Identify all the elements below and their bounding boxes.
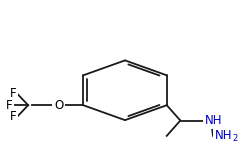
Text: F: F bbox=[10, 87, 16, 100]
Text: F: F bbox=[10, 110, 16, 123]
Text: NH: NH bbox=[215, 129, 232, 142]
Text: O: O bbox=[54, 99, 63, 112]
Text: 2: 2 bbox=[233, 134, 238, 143]
Text: NH: NH bbox=[205, 114, 222, 127]
Text: F: F bbox=[6, 99, 12, 112]
